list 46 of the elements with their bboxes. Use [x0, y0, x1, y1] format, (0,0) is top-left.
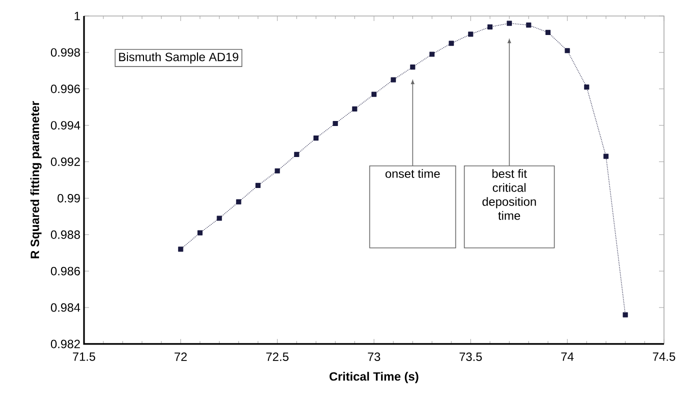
point	[603, 154, 609, 159]
point	[332, 120, 338, 126]
point	[216, 216, 222, 221]
y-axis-title: R Squared fitting parameter	[30, 101, 42, 258]
point	[545, 30, 551, 35]
y-tick-label: 0.982	[50, 340, 80, 348]
y-tick-label: 0.992	[50, 158, 80, 166]
point	[313, 136, 319, 141]
x-axis-title: Critical Time (s)	[330, 372, 418, 384]
point	[294, 152, 300, 158]
point	[487, 24, 493, 30]
x-tick-label: 72	[174, 352, 187, 361]
point	[622, 312, 628, 318]
x-tick-label: 73	[368, 352, 380, 362]
x-tick-label: 73.5	[460, 352, 482, 362]
x-tick-label: 74	[561, 352, 574, 361]
point	[274, 168, 280, 174]
x-tick-label: 74.5	[652, 352, 676, 361]
y-tick-label: 0.994	[50, 121, 80, 130]
y-tick-label: 0.99	[58, 194, 80, 202]
annotation: best fit critical deposition time	[482, 169, 536, 220]
x-tick-label: 72.5	[266, 352, 289, 362]
point	[236, 199, 242, 204]
point	[255, 182, 261, 188]
point	[448, 40, 454, 46]
point	[352, 106, 358, 112]
point	[390, 77, 396, 82]
y-tick-label: 0.998	[50, 48, 80, 57]
annotation: Bismuth Sample AD19	[119, 52, 238, 64]
point	[371, 92, 377, 97]
point	[526, 22, 532, 28]
point	[178, 246, 184, 252]
annotation: onset time	[386, 169, 440, 178]
point	[584, 84, 590, 90]
point	[197, 230, 203, 236]
point	[506, 20, 512, 26]
point	[468, 32, 474, 37]
point	[410, 64, 416, 70]
y-tick-label: 0.996	[50, 84, 80, 94]
point	[564, 48, 570, 54]
y-tick-label: 0.988	[50, 230, 80, 239]
y-tick-label: 0.986	[50, 266, 80, 276]
point	[429, 52, 435, 57]
x-tick-label: 71.5	[72, 352, 96, 361]
y-tick-label: 1	[74, 12, 80, 20]
y-tick-label: 0.984	[50, 303, 80, 312]
